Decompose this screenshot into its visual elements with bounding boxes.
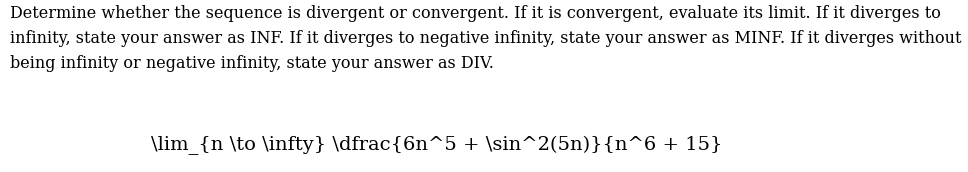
- Text: Determine whether the sequence is divergent or convergent. If it is convergent, : Determine whether the sequence is diverg…: [11, 5, 962, 72]
- Text: \lim_{n \to \infty} \dfrac{6n^5 + \sin^2(5n)}{n^6 + 15}: \lim_{n \to \infty} \dfrac{6n^5 + \sin^2…: [151, 136, 723, 155]
